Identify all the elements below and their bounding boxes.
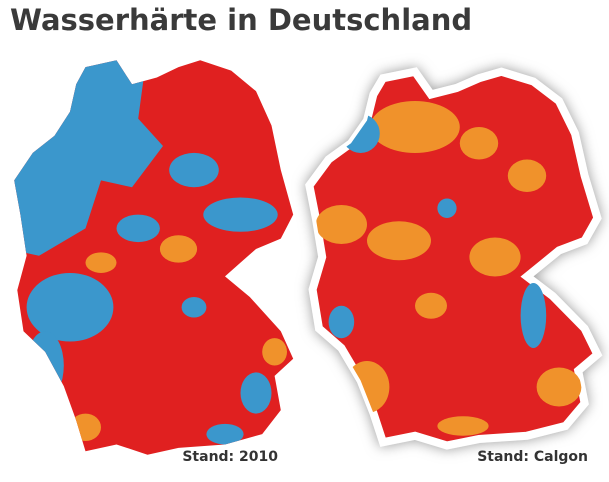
caption: Stand: Calgon	[477, 449, 588, 465]
title: Wasserhärte in Deutschland	[10, 3, 472, 37]
map-2010	[14, 60, 294, 455]
map-calgon	[309, 72, 597, 446]
caption: Stand: 2010	[182, 449, 278, 465]
